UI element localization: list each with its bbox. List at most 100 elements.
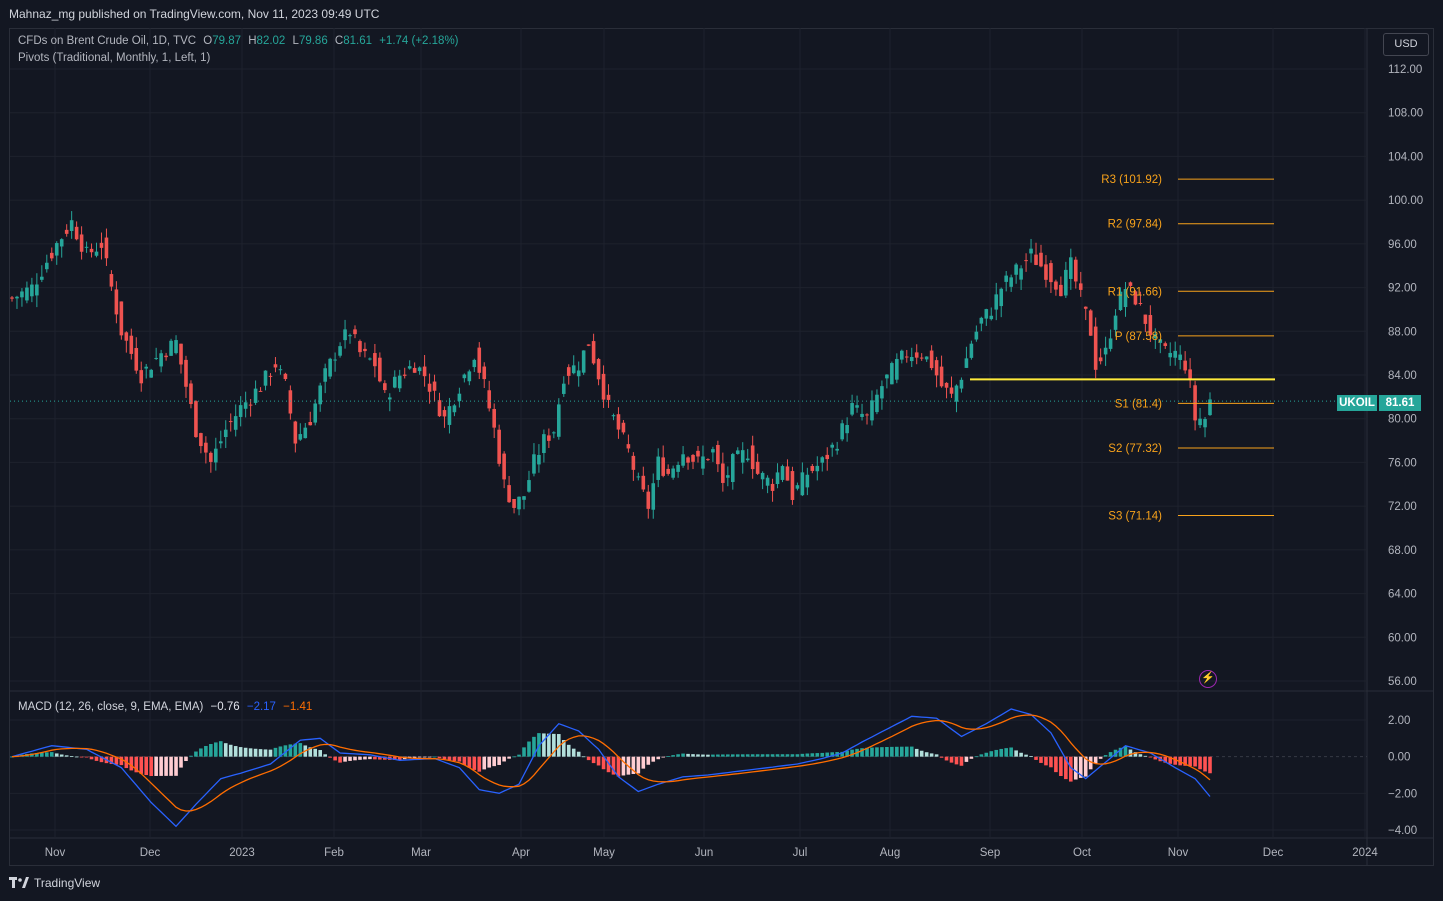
candle-body xyxy=(1183,360,1187,371)
candle-body xyxy=(870,400,874,421)
macd-histogram-bar xyxy=(661,756,665,758)
candle-body xyxy=(671,468,675,478)
candle-body xyxy=(959,379,964,389)
macd-histogram-bar xyxy=(54,753,59,757)
macd-histogram-bar xyxy=(129,756,134,771)
macd-histogram-bar xyxy=(358,756,362,760)
candle-body xyxy=(124,332,129,341)
macd-tick-label: −2.00 xyxy=(1388,788,1417,800)
candle-body xyxy=(547,435,551,441)
footer-brand[interactable]: TradingView xyxy=(9,876,100,890)
candle-body xyxy=(104,237,109,259)
candle-body xyxy=(651,483,656,510)
macd-histogram-bar xyxy=(919,750,924,757)
macd-histogram-bar xyxy=(1143,755,1148,757)
macd-histogram-bar xyxy=(845,750,849,757)
candle-body xyxy=(35,284,39,296)
price-tick-label: 88.00 xyxy=(1388,326,1417,338)
macd-histogram-bar xyxy=(189,755,193,757)
candle-body xyxy=(1034,254,1038,265)
candle-body xyxy=(1113,315,1118,330)
macd-histogram-bar xyxy=(218,741,223,757)
candle-body xyxy=(919,357,924,359)
candle-body xyxy=(527,480,531,492)
candle-body xyxy=(129,335,134,354)
candle-body xyxy=(636,476,641,478)
macd-indicator-label: MACD (12, 26, close, 9, EMA, EMA) xyxy=(18,701,204,713)
macd-histogram-bar xyxy=(313,748,318,757)
macd-histogram-bar xyxy=(49,752,54,757)
macd-histogram-bar xyxy=(557,734,561,757)
time-tick-label: 2023 xyxy=(229,847,255,859)
candle-body xyxy=(1188,369,1192,379)
candle-body xyxy=(1193,385,1197,421)
macd-signal-value: −1.41 xyxy=(283,701,313,713)
candle-body xyxy=(626,444,631,449)
macd-histogram-bar xyxy=(512,756,516,758)
candle-body xyxy=(770,483,775,491)
candle-body xyxy=(348,335,352,337)
macd-histogram-bar xyxy=(1073,756,1078,780)
macd-histogram-bar xyxy=(646,756,651,765)
macd-histogram-bar xyxy=(288,744,293,757)
macd-histogram-bar xyxy=(422,756,427,758)
lightning-icon[interactable]: ⚡ xyxy=(1199,670,1217,688)
time-tick-label: Dec xyxy=(140,847,161,859)
candle-body xyxy=(760,472,765,480)
pivot-label: S3 (71.14) xyxy=(1108,511,1162,523)
macd-histogram-bar xyxy=(909,746,914,757)
candle-body xyxy=(1118,291,1123,311)
macd-histogram-bar xyxy=(1088,756,1093,770)
macd-histogram-bar xyxy=(59,754,64,757)
pivot-label: P (87.58) xyxy=(1115,331,1162,343)
candle-body xyxy=(631,455,636,470)
macd-histogram-bar xyxy=(1083,756,1088,777)
pivot-label: R1 (91.66) xyxy=(1108,286,1163,298)
macd-histogram-bar xyxy=(964,756,969,762)
candle-body xyxy=(691,454,695,462)
candle-body xyxy=(840,423,844,440)
candle-body xyxy=(730,454,735,483)
currency-button[interactable]: USD xyxy=(1383,33,1429,56)
footer-brand-name: TradingView xyxy=(34,876,101,890)
candle-body xyxy=(825,454,830,460)
macd-histogram-bar xyxy=(174,756,178,776)
macd-histogram-bar xyxy=(1118,747,1123,757)
candle-body xyxy=(914,352,919,358)
macd-histogram-bar xyxy=(721,754,725,757)
macd-histogram-bar xyxy=(750,754,755,757)
macd-histogram-bar xyxy=(373,756,377,760)
time-tick-label: Nov xyxy=(45,847,66,859)
macd-histogram-bar xyxy=(412,756,417,758)
candle-body xyxy=(561,383,566,394)
macd-legend[interactable]: MACD (12, 26, close, 9, EMA, EMA) −0.76 … xyxy=(18,701,312,713)
macd-histogram-bar xyxy=(159,756,163,776)
macd-histogram-bar xyxy=(507,756,511,759)
pivots-legend[interactable]: Pivots (Traditional, Monthly, 1, Left, 1… xyxy=(18,52,210,64)
macd-histogram-bar xyxy=(914,748,919,757)
candle-body xyxy=(1153,334,1158,339)
macd-histogram-value: −0.76 xyxy=(210,701,240,713)
time-tick-label: Dec xyxy=(1263,847,1284,859)
macd-histogram-bar xyxy=(895,746,899,757)
macd-histogram-bar xyxy=(581,756,586,758)
candle-body xyxy=(721,463,725,483)
candle-body xyxy=(855,405,859,408)
price-tick-label: 104.00 xyxy=(1388,151,1423,163)
macd-histogram-bar xyxy=(502,756,506,762)
candle-body xyxy=(179,343,183,365)
candle-body xyxy=(288,390,293,414)
candle-body xyxy=(49,252,54,259)
candle-body xyxy=(924,356,929,360)
macd-histogram-bar xyxy=(760,754,765,757)
macd-histogram-bar xyxy=(1029,756,1033,757)
macd-histogram-bar xyxy=(164,756,168,776)
candle-body xyxy=(706,459,710,461)
candle-body xyxy=(278,369,283,371)
macd-histogram-bar xyxy=(974,756,979,758)
time-tick-label: Aug xyxy=(880,847,900,859)
macd-histogram-bar xyxy=(1138,754,1143,757)
macd-histogram-bar xyxy=(880,747,884,757)
candle-body xyxy=(223,429,228,438)
